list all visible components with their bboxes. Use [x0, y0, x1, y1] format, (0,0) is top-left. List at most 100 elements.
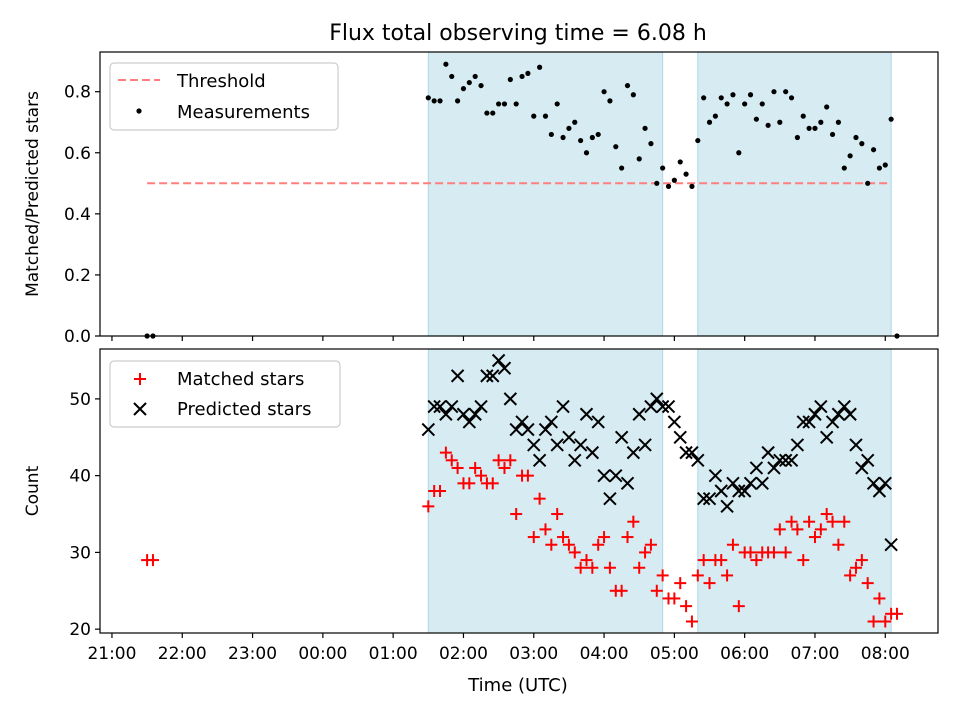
predicted-stars-point	[503, 392, 518, 406]
measurement-point	[671, 177, 677, 183]
measurement-point	[677, 159, 683, 165]
x-tick-label: 05:00	[650, 644, 699, 664]
matched-stars-point	[527, 531, 540, 544]
measurement-point	[589, 134, 595, 141]
matched-stars-point	[475, 469, 488, 482]
matched-stars-point	[510, 508, 523, 521]
measurement-point	[507, 76, 513, 83]
x-tick-label: 21:00	[87, 644, 136, 664]
measurement-point	[747, 92, 754, 98]
matched-stars-point	[650, 584, 663, 597]
predicted-stars-point	[421, 422, 436, 437]
measurement-point	[654, 180, 660, 186]
predicted-stars-point	[714, 484, 728, 498]
matched-stars-point	[879, 615, 892, 628]
matched-stars-point	[703, 577, 716, 590]
matched-stars-point	[797, 554, 810, 567]
predicted-stars-point	[439, 407, 453, 421]
measurement-point	[771, 89, 777, 95]
count-panel: 20 30 40 50 21:00 22:00 23:00 00:00 01:00 02:00 03…	[23, 348, 939, 696]
measurement-point	[742, 101, 748, 107]
measurement-point	[548, 131, 554, 138]
x-tick-label: 02:00	[439, 644, 488, 664]
measurement-point	[718, 95, 724, 101]
measurement-point	[765, 122, 771, 128]
matched-stars-point	[808, 531, 821, 544]
measurement-point	[560, 134, 566, 141]
measurement-point	[613, 144, 619, 150]
predicted-stars-point	[468, 407, 482, 421]
predicted-stars-point	[597, 468, 611, 483]
measurement-point	[630, 92, 636, 98]
predicted-stars-point	[878, 476, 892, 491]
x-tick-label: 04:00	[580, 644, 629, 664]
measurement-point	[841, 165, 847, 171]
predicted-stars-point	[609, 468, 623, 483]
matched-stars-point	[656, 569, 669, 582]
observing-window-2	[697, 348, 892, 634]
predicted-stars-point	[474, 399, 488, 414]
ratio-legend: Threshold Measurements	[109, 62, 339, 131]
predicted-stars-point	[802, 415, 816, 429]
matched-stars-point	[586, 561, 599, 574]
predicted-stars-point	[585, 445, 600, 460]
predicted-stars-point	[556, 399, 570, 414]
measurement-point	[689, 183, 695, 189]
predicted-stars-point	[480, 369, 494, 383]
ratio-plot-frame	[99, 51, 939, 337]
count-legend: Matched stars Predicted stars	[109, 360, 341, 428]
matched-stars-point	[744, 546, 757, 559]
matched-stars-point	[439, 446, 452, 459]
y-tick-label: 0.8	[64, 83, 91, 103]
predicted-stars-point	[866, 476, 881, 491]
matched-stars-point	[557, 531, 570, 544]
matched-stars-point	[890, 607, 903, 620]
legend-measurements-label: Measurements	[177, 102, 310, 123]
matched-stars-point	[873, 592, 886, 605]
matched-stars-point	[644, 538, 657, 551]
predicted-stars-point	[849, 438, 863, 452]
matched-stars-point	[598, 531, 611, 544]
measurement-point	[876, 165, 883, 171]
measurement-point	[812, 125, 818, 131]
measurement-point	[753, 116, 759, 122]
measurement-point	[496, 101, 502, 107]
matched-stars-point	[615, 584, 628, 597]
measurement-point	[695, 137, 701, 144]
predicted-stars-point	[603, 491, 617, 506]
predicted-stars-point	[626, 445, 641, 460]
matched-stars-point	[539, 523, 552, 536]
matched-stars-point	[732, 600, 745, 613]
measurement-point	[806, 125, 812, 131]
measurement-point	[835, 119, 842, 125]
matched-stars-point	[498, 461, 511, 474]
measurement-point	[437, 98, 443, 104]
x-tick-label: 01:00	[369, 644, 418, 664]
x-tick-label: 06:00	[720, 644, 769, 664]
predicted-stars-point	[872, 484, 887, 498]
matched-stars-point	[469, 461, 482, 474]
predicted-stars-point	[720, 499, 734, 514]
matched-stars-point	[521, 469, 534, 482]
measurement-point	[706, 119, 713, 125]
matched-stars-point	[726, 538, 739, 551]
measurement-point	[513, 101, 519, 107]
measurement-point	[583, 150, 590, 156]
predicted-stars-point	[726, 476, 740, 491]
predicted-stars-point	[532, 453, 547, 468]
predicted-stars-point	[708, 468, 723, 483]
matched-stars-point	[434, 485, 447, 497]
measurement-point	[578, 137, 584, 144]
predicted-stars-point	[819, 430, 834, 444]
measurement-point	[472, 73, 478, 80]
matched-stars-point	[715, 554, 728, 567]
matched-stars-point	[574, 561, 587, 574]
predicted-stars-point	[685, 445, 699, 460]
matched-stars-point	[504, 454, 517, 467]
legend-threshold-label: Threshold	[176, 71, 266, 92]
predicted-stars-point	[544, 415, 559, 429]
measurement-point	[449, 73, 455, 80]
matched-stars-point	[580, 554, 593, 567]
legend-predicted-swatch	[133, 402, 147, 416]
measurement-point	[888, 116, 894, 122]
